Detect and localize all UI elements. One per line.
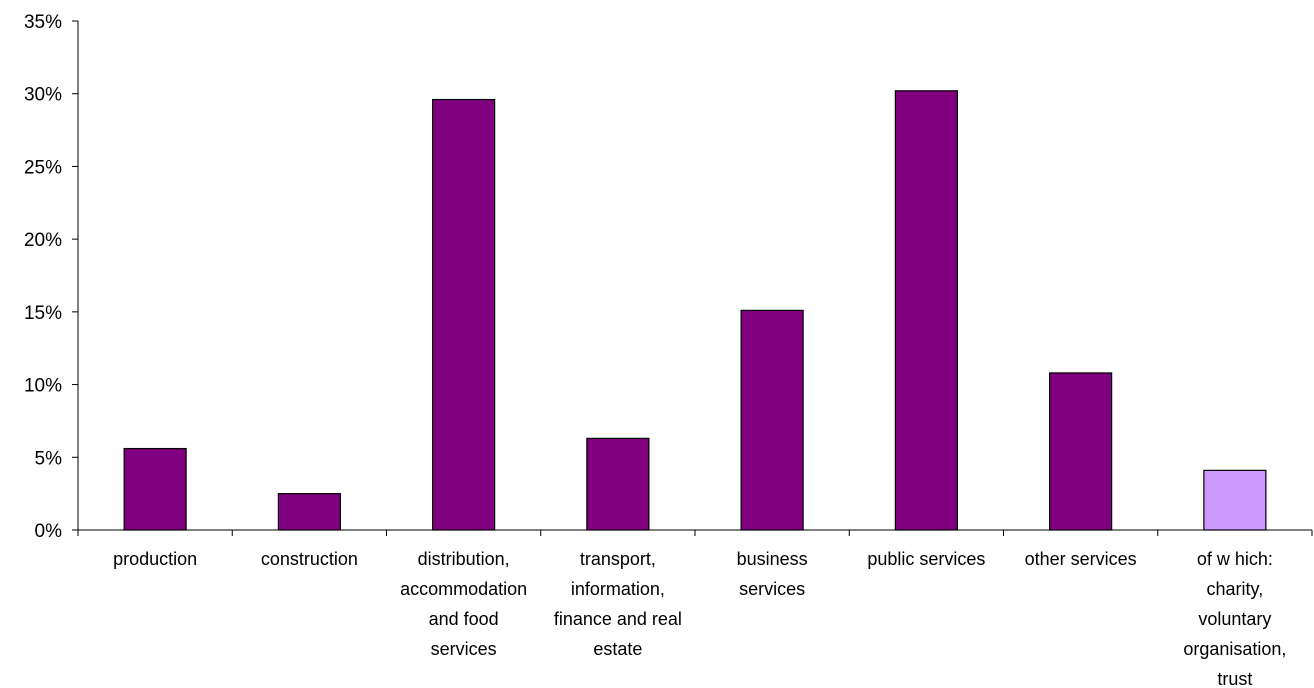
- x-category-label: business services: [737, 549, 808, 599]
- y-tick-labels: 0% 5% 10% 15% 20% 25% 30% 35%: [24, 12, 62, 542]
- bar: [1049, 372, 1113, 531]
- x-category-labels: production construction distribution, accom…: [113, 549, 1286, 688]
- bar: [277, 493, 341, 531]
- bar: [586, 437, 650, 531]
- x-category-label: other services: [1025, 549, 1137, 569]
- bar: [1203, 469, 1267, 531]
- x-category-label: production: [113, 549, 197, 569]
- bar: [740, 309, 804, 531]
- y-tick-label: 35%: [24, 12, 62, 33]
- y-tick-label: 30%: [24, 85, 62, 106]
- x-category-label: transport, information, finance and real es…: [554, 549, 682, 659]
- x-category-label: distribution, accommodation and food servic…: [400, 549, 527, 659]
- x-category-label: construction: [261, 549, 358, 569]
- bars: [123, 90, 1267, 531]
- bar: [123, 447, 187, 531]
- y-tick-label: 20%: [24, 230, 62, 251]
- x-category-label: public services: [867, 549, 985, 569]
- bar: [894, 90, 958, 531]
- y-tick-label: 0%: [35, 521, 63, 542]
- y-tick-label: 15%: [24, 303, 62, 324]
- y-tick-label: 10%: [24, 376, 62, 397]
- y-tick-label: 5%: [35, 448, 63, 469]
- y-tick-label: 25%: [24, 157, 62, 178]
- bar: [432, 98, 496, 531]
- x-category-label: of w hich: charity, voluntary organisation,…: [1183, 549, 1286, 688]
- axes: [72, 20, 1313, 536]
